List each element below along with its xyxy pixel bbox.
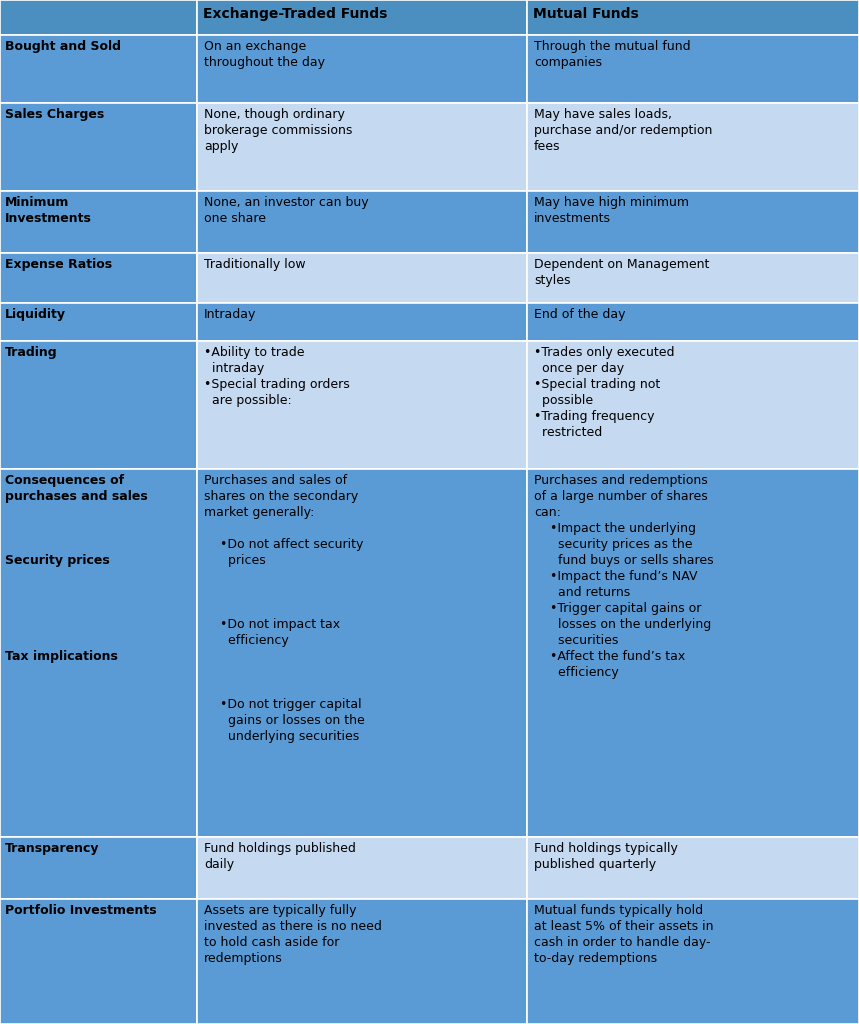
Bar	[0, 469, 197, 837]
Bar	[0, 899, 197, 1024]
Text: Mutual Funds: Mutual Funds	[533, 7, 639, 22]
Bar	[0, 341, 197, 469]
Bar	[0, 35, 197, 103]
Bar	[0, 0, 197, 35]
Bar	[527, 0, 859, 35]
Bar	[197, 103, 527, 191]
Text: Minimum
Investments: Minimum Investments	[5, 196, 92, 225]
Text: On an exchange
throughout the day: On an exchange throughout the day	[204, 40, 325, 69]
Text: Fund holdings typically
published quarterly: Fund holdings typically published quarte…	[534, 842, 678, 871]
Text: Exchange-Traded Funds: Exchange-Traded Funds	[203, 7, 387, 22]
Text: May have sales loads,
purchase and/or redemption
fees: May have sales loads, purchase and/or re…	[534, 108, 712, 153]
Bar	[197, 899, 527, 1024]
Bar	[197, 341, 527, 469]
Text: Dependent on Management
styles: Dependent on Management styles	[534, 258, 710, 287]
Text: Traditionally low: Traditionally low	[204, 258, 306, 271]
Bar	[197, 35, 527, 103]
Text: Assets are typically fully
invested as there is no need
to hold cash aside for
r: Assets are typically fully invested as t…	[204, 904, 382, 965]
Text: •Trades only executed
  once per day
•Special trading not
  possible
•Trading fr: •Trades only executed once per day •Spec…	[534, 346, 674, 439]
Bar	[0, 103, 197, 191]
Bar	[527, 837, 859, 899]
Text: End of the day: End of the day	[534, 308, 625, 321]
Text: Trading: Trading	[5, 346, 58, 359]
Bar	[0, 191, 197, 253]
Text: Intraday: Intraday	[204, 308, 256, 321]
Bar	[527, 191, 859, 253]
Text: May have high minimum
investments: May have high minimum investments	[534, 196, 689, 225]
Bar	[197, 837, 527, 899]
Text: Expense Ratios: Expense Ratios	[5, 258, 113, 271]
Bar	[197, 303, 527, 341]
Text: Portfolio Investments: Portfolio Investments	[5, 904, 156, 918]
Text: Through the mutual fund
companies: Through the mutual fund companies	[534, 40, 691, 69]
Text: Consequences of
purchases and sales



Security prices





Tax implications: Consequences of purchases and sales Secu…	[5, 474, 148, 663]
Text: Bought and Sold: Bought and Sold	[5, 40, 121, 53]
Bar	[197, 469, 527, 837]
Bar	[197, 253, 527, 303]
Text: Fund holdings published
daily: Fund holdings published daily	[204, 842, 356, 871]
Text: Mutual funds typically hold
at least 5% of their assets in
cash in order to hand: Mutual funds typically hold at least 5% …	[534, 904, 714, 965]
Bar	[197, 191, 527, 253]
Text: •Ability to trade
  intraday
•Special trading orders
  are possible:: •Ability to trade intraday •Special trad…	[204, 346, 350, 407]
Bar	[527, 341, 859, 469]
Bar	[0, 837, 197, 899]
Bar	[527, 253, 859, 303]
Bar	[527, 35, 859, 103]
Bar	[527, 303, 859, 341]
Text: None, though ordinary
brokerage commissions
apply: None, though ordinary brokerage commissi…	[204, 108, 352, 153]
Text: Liquidity: Liquidity	[5, 308, 66, 321]
Bar	[527, 103, 859, 191]
Text: Transparency: Transparency	[5, 842, 100, 855]
Bar	[197, 0, 527, 35]
Text: None, an investor can buy
one share: None, an investor can buy one share	[204, 196, 369, 225]
Bar	[0, 303, 197, 341]
Text: Purchases and redemptions
of a large number of shares
can:
    •Impact the under: Purchases and redemptions of a large num…	[534, 474, 714, 679]
Text: Sales Charges: Sales Charges	[5, 108, 104, 121]
Bar	[527, 469, 859, 837]
Text: Purchases and sales of
shares on the secondary
market generally:

    •Do not af: Purchases and sales of shares on the sec…	[204, 474, 365, 759]
Bar	[0, 253, 197, 303]
Bar	[527, 899, 859, 1024]
